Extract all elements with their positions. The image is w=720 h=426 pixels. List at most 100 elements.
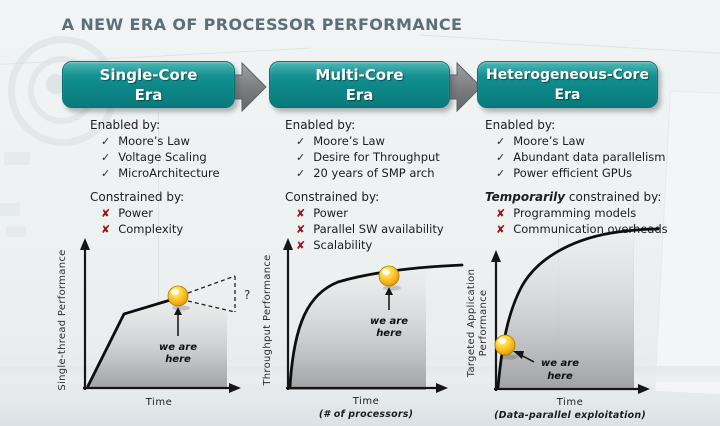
x-axis-sublabel: (# of processors) (319, 409, 413, 420)
enabled-item: ✓ Desire for Throughput (283, 150, 483, 165)
constrained-item-label: Power (313, 206, 348, 221)
note-label-line2: here (165, 354, 191, 365)
enabled-item: ✓ Moore’s Law (283, 135, 483, 149)
x-axis-sublabel: (Data-parallel exploitation) (494, 410, 646, 421)
constrained-item: ✘ Communication overheads (483, 221, 715, 237)
shaded-area (496, 233, 634, 389)
x-axis-arrow-icon (638, 384, 650, 394)
cross-icon: ✘ (101, 222, 111, 236)
constrained-heading: Temporarily constrained by: (485, 189, 662, 204)
enabled-item-label: Moore’s Law (513, 134, 585, 149)
marker-highlight (498, 338, 506, 344)
era-box-title-line2: Era (345, 85, 374, 104)
constrained-item-label: Power (118, 206, 153, 221)
cross-icon: ✘ (101, 207, 111, 221)
marker-highlight (382, 269, 390, 275)
shaded-area (88, 298, 227, 388)
enabled-item: ✓ MicroArchitecture (88, 165, 283, 181)
enabled-item: ✓ Voltage Scaling (88, 150, 283, 165)
enabled-item: ✓ Moore’s Law (483, 135, 715, 149)
cross-icon: ✘ (496, 207, 506, 221)
note-label-line1: we are (159, 342, 197, 353)
we-are-here-marker (494, 334, 516, 356)
constrained-heading: Constrained by: (90, 189, 185, 204)
constrained-heading: Constrained by: (285, 189, 380, 204)
ball-shadow (383, 285, 401, 291)
era-box-title-line2: Era (134, 85, 163, 104)
performance-curve (86, 296, 179, 388)
enabled-item-label: Voltage Scaling (118, 150, 207, 165)
note-label-line1: we are (541, 358, 579, 369)
era-box-title-line1: Single-Core (99, 66, 198, 84)
we-are-here-marker (167, 285, 189, 307)
check-icon: ✓ (101, 151, 111, 165)
enabled-item-label: Moore’s Law (118, 134, 190, 149)
cross-icon: ✘ (296, 222, 306, 236)
x-axis-arrow-icon (436, 383, 448, 393)
y-axis-label: Throughput Performance (262, 254, 273, 386)
shaded-area (288, 270, 426, 390)
x-axis-label: Time (556, 397, 583, 408)
note-label-line2: here (376, 328, 402, 339)
era-box-single-core: Single-Core Era (62, 61, 235, 108)
constrained-item-label: Scalability (313, 237, 373, 252)
constrained-item-label: Communication overheads (513, 221, 668, 236)
check-icon: ✓ (101, 135, 111, 149)
check-icon: ✓ (496, 151, 506, 165)
graph-targeted-application-performance: we are here Targeted Application Perform… (466, 227, 660, 421)
enabled-item-label: 20 years of SMP arch (313, 165, 435, 180)
constrained-item-label: Programming models (513, 206, 637, 221)
y-axis-arrow-icon (491, 250, 501, 262)
note-label-line2: here (547, 371, 573, 382)
check-icon: ✓ (296, 135, 306, 149)
era-box-title-line1: Heterogeneous-Core (486, 67, 649, 83)
enabled-item-label: Desire for Throughput (313, 150, 440, 165)
enabled-item: ✓ Power efficient GPUs (483, 165, 715, 181)
check-icon: ✓ (296, 166, 306, 180)
y-axis-label-line2: Performance (478, 290, 489, 357)
constrained-item: ✘ Programming models (483, 206, 715, 221)
graph-throughput-performance: we are here Throughput Performance Time … (262, 238, 464, 420)
swoosh-line-right (420, 34, 720, 55)
cross-icon: ✘ (296, 207, 306, 221)
enabled-item-label: Moore’s Law (313, 134, 385, 149)
left-tab-decoration (4, 152, 30, 165)
era-details-heterogeneous-core: Enabled by: ✓ Moore’s Law ✓ Abundant data … (483, 118, 715, 239)
ball-shadow (172, 305, 190, 311)
ball-shadow (500, 354, 518, 360)
graph-single-thread-performance: ? we are here Single-thread Performance … (57, 238, 250, 408)
check-icon: ✓ (496, 166, 506, 180)
marker-highlight (171, 289, 179, 295)
check-icon: ✓ (296, 151, 306, 165)
y-axis-arrow-icon (80, 238, 90, 250)
enabled-heading: Enabled by: (285, 118, 356, 132)
enabled-item-label: Abundant data parallelism (513, 150, 666, 165)
constrained-item: ✘ Parallel SW availability (283, 221, 483, 237)
note-arrow-head-icon (513, 351, 524, 359)
x-axis-label: Time (352, 396, 379, 407)
x-axis-arrow-icon (229, 383, 241, 393)
enabled-item: ✓ Moore’s Law (88, 135, 283, 149)
uncertainty-cone (187, 275, 236, 313)
constrained-item-label: Parallel SW availability (313, 221, 444, 236)
enabled-item-label: Power efficient GPUs (513, 165, 633, 180)
era-details-single-core: Enabled by: ✓ Moore’s Law ✓ Voltage Scalin… (88, 118, 283, 239)
enabled-item: ✓ 20 years of SMP arch (283, 165, 483, 181)
constrained-item: ✘ Complexity (88, 222, 283, 237)
note-arrow-head-icon (385, 287, 393, 295)
enabled-item: ✓ Abundant data parallelism (483, 150, 715, 165)
enabled-item-label: MicroArchitecture (118, 165, 220, 180)
check-icon: ✓ (101, 166, 111, 180)
era-box-heterogeneous-core: Heterogeneous-Core Era (477, 61, 658, 108)
cross-icon: ✘ (296, 238, 306, 252)
enabled-heading: Enabled by: (90, 118, 161, 132)
cross-icon: ✘ (496, 222, 506, 236)
question-mark-label: ? (244, 288, 250, 302)
we-are-here-marker (378, 265, 400, 287)
check-icon: ✓ (496, 135, 506, 149)
era-details-multi-core: Enabled by: ✓ Moore’s Law ✓ Desire for Thr… (283, 118, 483, 255)
era-box-multi-core: Multi-Core Era (269, 61, 450, 108)
constrained-item: ✘ Power (88, 206, 283, 221)
y-axis-label: Single-thread Performance (57, 249, 68, 390)
